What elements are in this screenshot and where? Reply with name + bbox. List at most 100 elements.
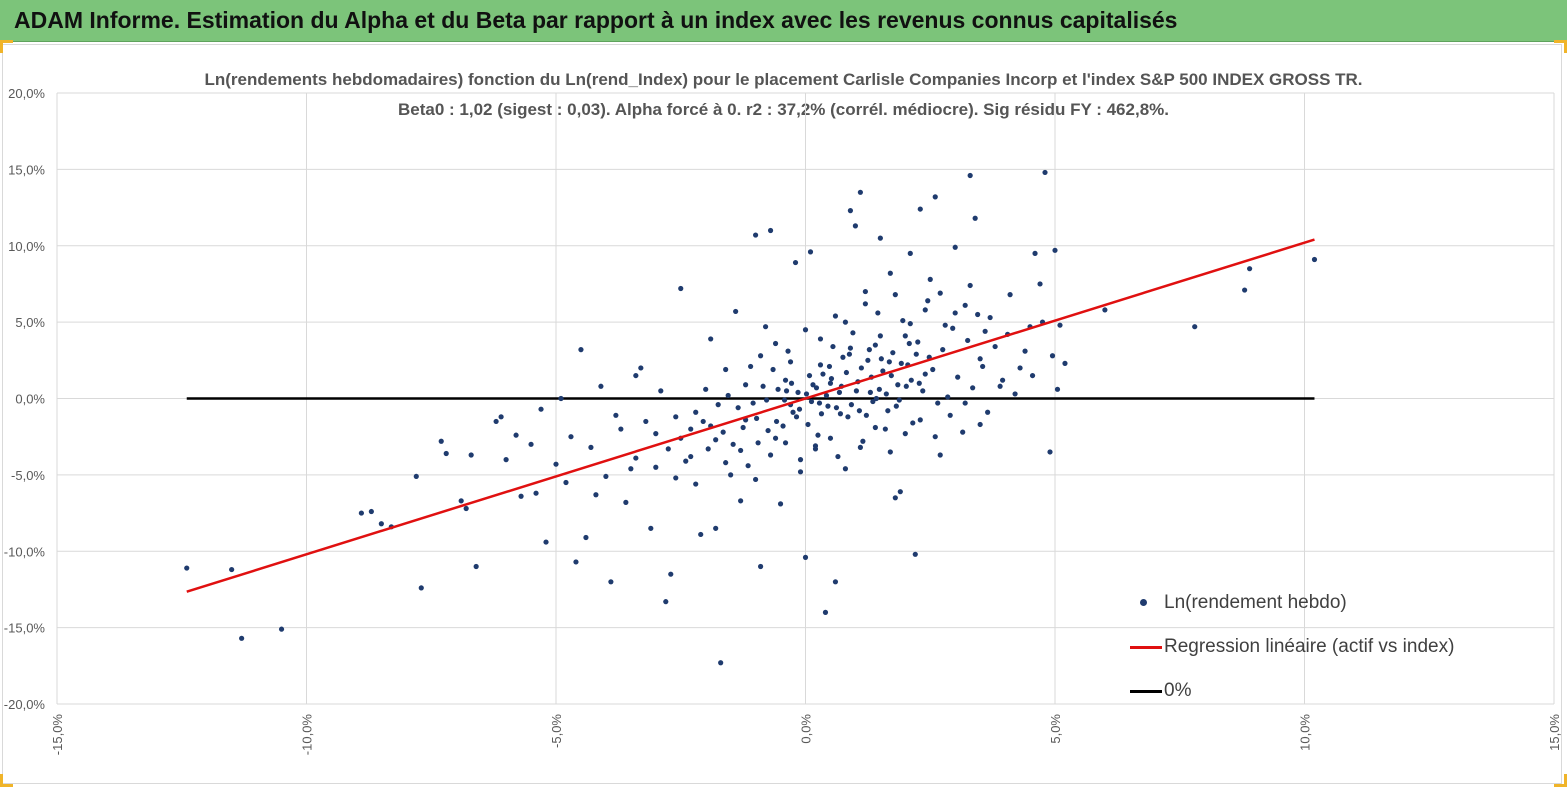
data-point <box>913 351 919 357</box>
data-point <box>878 356 884 362</box>
data-point <box>795 389 801 395</box>
data-point <box>972 215 978 221</box>
data-point <box>830 343 836 350</box>
data-point <box>822 609 829 615</box>
data-point <box>965 337 971 344</box>
data-point <box>229 566 235 573</box>
data-point <box>553 461 559 467</box>
data-point <box>807 249 814 255</box>
data-point <box>658 388 664 394</box>
data-point <box>890 350 896 356</box>
x-tick-label: 0,0% <box>799 714 814 744</box>
data-point <box>1037 281 1043 287</box>
data-point <box>753 232 759 238</box>
data-point <box>1242 287 1248 293</box>
data-point <box>952 244 958 250</box>
data-point <box>842 466 849 472</box>
data-point <box>837 411 844 417</box>
data-point <box>806 372 813 379</box>
data-point <box>898 360 904 366</box>
data-point <box>715 402 721 408</box>
data-point <box>852 223 859 229</box>
data-point <box>937 452 943 458</box>
data-point <box>184 565 190 571</box>
legend-label: Regression linéaire (actif vs index) <box>1164 636 1455 657</box>
legend-marker-dot <box>1130 588 1162 618</box>
chart-subtitle: Beta0 : 1,02 (sigest : 0,03). Alpha forc… <box>398 100 1169 119</box>
data-point <box>781 397 788 403</box>
data-point <box>873 395 879 402</box>
frame-corner-handle[interactable] <box>0 40 13 53</box>
data-point <box>962 400 968 406</box>
data-point <box>705 446 711 452</box>
data-point <box>368 508 374 515</box>
data-point <box>728 472 734 478</box>
data-point <box>750 400 756 406</box>
data-point <box>1000 377 1006 383</box>
data-point <box>922 371 928 377</box>
data-point <box>960 429 966 435</box>
data-point <box>678 285 684 292</box>
data-point <box>877 235 883 241</box>
x-tick-label: -10,0% <box>300 714 315 756</box>
data-point <box>902 431 908 437</box>
y-tick-label: 15,0% <box>8 162 45 177</box>
data-point <box>573 559 579 565</box>
data-point <box>808 398 815 405</box>
data-point <box>862 301 868 307</box>
data-point <box>588 444 594 450</box>
data-point <box>797 469 804 475</box>
data-point <box>930 366 936 373</box>
data-point <box>777 501 784 507</box>
data-point <box>708 336 714 342</box>
y-tick-label: 0,0% <box>15 392 45 407</box>
data-point <box>832 579 839 585</box>
data-point <box>805 421 811 428</box>
legend-marker-line <box>1130 632 1162 662</box>
data-point <box>836 389 843 395</box>
y-tick-label: 5,0% <box>15 315 45 330</box>
data-point <box>823 392 830 399</box>
data-point <box>835 453 841 460</box>
data-point <box>847 208 854 214</box>
data-point <box>503 457 509 463</box>
data-point <box>982 328 988 334</box>
data-point <box>910 420 916 426</box>
frame-corner-handle[interactable] <box>1554 40 1567 53</box>
data-point <box>413 473 419 480</box>
data-point <box>783 388 790 394</box>
data-point <box>967 172 973 179</box>
data-point <box>468 452 474 458</box>
data-point <box>977 356 983 362</box>
data-point <box>438 438 444 444</box>
data-point <box>733 308 739 315</box>
data-point <box>558 395 564 402</box>
data-point <box>840 354 846 360</box>
data-point <box>578 347 584 353</box>
data-point <box>827 380 834 386</box>
data-point <box>883 391 889 397</box>
data-point <box>802 327 809 333</box>
data-point <box>893 403 899 409</box>
data-point <box>563 479 569 486</box>
x-tick-label: 5,0% <box>1048 714 1063 744</box>
data-point <box>760 383 766 389</box>
data-point <box>875 310 881 316</box>
data-point <box>775 386 781 392</box>
data-point <box>847 345 854 351</box>
data-point <box>896 397 902 403</box>
data-point <box>730 441 736 447</box>
data-point <box>863 412 869 418</box>
data-point <box>907 321 913 327</box>
data-point <box>895 382 901 388</box>
frame-corner-handle[interactable] <box>1554 774 1567 787</box>
data-point <box>1054 386 1061 392</box>
data-point <box>906 340 912 347</box>
data-point <box>713 525 719 531</box>
data-point <box>792 259 799 266</box>
data-point <box>817 362 824 368</box>
frame-corner-handle[interactable] <box>0 774 13 787</box>
data-point <box>888 372 894 379</box>
data-point <box>673 475 679 481</box>
data-point <box>815 432 821 438</box>
